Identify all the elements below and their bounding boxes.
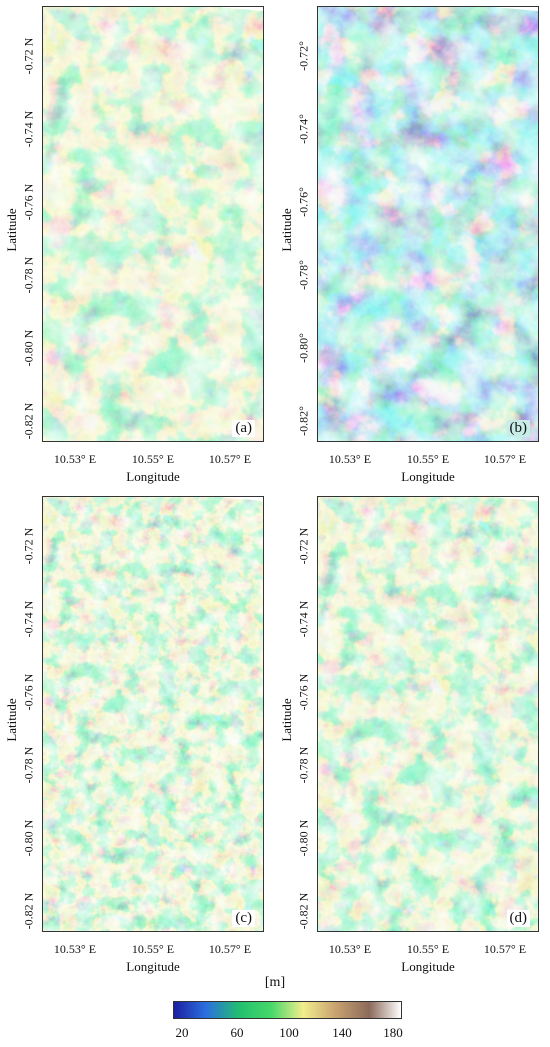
- y-tick-label: -0.72 N: [21, 37, 36, 75]
- y-tick-label: -0.80°: [296, 333, 311, 363]
- colorbar-tick-label: 140: [332, 1025, 352, 1040]
- y-tick-label: -0.80 N: [296, 819, 311, 857]
- panel-c: Latitude -0.72 N -0.74 N -0.76 N -0.78 N…: [0, 490, 275, 980]
- elevation-map-a: (a): [42, 6, 264, 442]
- x-tick-label: 10.55° E: [131, 452, 175, 466]
- x-tick-label: 10.57° E: [208, 452, 252, 466]
- panel-a: Latitude -0.72 N -0.74 N -0.76 N -0.78 N…: [0, 0, 275, 490]
- y-tick-label: -0.76 N: [296, 673, 311, 711]
- colorbar-tick-label: 20: [175, 1025, 189, 1040]
- x-tick-label: 10.57° E: [208, 942, 252, 956]
- y-axis-label: Latitude: [279, 208, 294, 252]
- x-axis-label: Longitude: [401, 469, 455, 484]
- panel-label: (d): [506, 910, 530, 927]
- y-tick-label: -0.78°: [296, 260, 311, 290]
- y-tick-label: -0.74°: [296, 114, 311, 144]
- x-tick-label: 10.55° E: [406, 942, 450, 956]
- y-axis-label: Latitude: [4, 208, 19, 252]
- x-tick-label: 10.53° E: [53, 942, 97, 956]
- x-tick-label: 10.57° E: [483, 452, 527, 466]
- x-tick-label: 10.55° E: [406, 452, 450, 466]
- elevation-map-b: (b): [317, 6, 539, 442]
- y-tick-label: -0.74 N: [21, 600, 36, 638]
- y-tick-label: -0.82 N: [296, 892, 311, 930]
- y-axis-label: Latitude: [4, 698, 19, 742]
- elevation-map-b-image: [318, 7, 538, 441]
- y-tick-label: -0.74 N: [21, 110, 36, 148]
- y-tick-label: -0.80 N: [21, 329, 36, 367]
- colorbar-unit: [m]: [264, 975, 286, 990]
- panel-label: (a): [232, 420, 255, 437]
- x-tick-label: 10.57° E: [483, 942, 527, 956]
- x-axis-label: Longitude: [126, 959, 180, 974]
- panel-label: (b): [506, 420, 530, 437]
- elevation-map-d-image: [318, 497, 538, 931]
- x-tick-label: 10.53° E: [328, 942, 372, 956]
- elevation-map-c-image: [43, 497, 263, 931]
- y-tick-label: -0.82 N: [21, 892, 36, 930]
- panel-b: Latitude -0.72° -0.74° -0.76° -0.78° -0.…: [275, 0, 550, 490]
- y-tick-label: -0.72 N: [21, 527, 36, 565]
- y-tick-label: -0.80 N: [21, 819, 36, 857]
- colorbar: [173, 1001, 402, 1019]
- y-tick-label: -0.76 N: [21, 183, 36, 221]
- y-tick-label: -0.82°: [296, 406, 311, 436]
- panel-label: (c): [232, 910, 255, 927]
- colorbar-tick-label: 180: [383, 1025, 403, 1040]
- y-tick-label: -0.78 N: [21, 256, 36, 294]
- y-tick-label: -0.72°: [296, 41, 311, 71]
- y-tick-label: -0.74 N: [296, 600, 311, 638]
- y-tick-label: -0.72 N: [296, 527, 311, 565]
- x-axis-label: Longitude: [401, 959, 455, 974]
- x-tick-label: 10.53° E: [53, 452, 97, 466]
- elevation-map-a-image: [43, 7, 263, 441]
- y-tick-label: -0.76°: [296, 187, 311, 217]
- x-tick-label: 10.55° E: [131, 942, 175, 956]
- y-axis-label: Latitude: [279, 698, 294, 742]
- x-axis-label: Longitude: [126, 469, 180, 484]
- x-tick-label: 10.53° E: [328, 452, 372, 466]
- colorbar-tick-label: 100: [279, 1025, 299, 1040]
- colorbar-tick-label: 60: [230, 1025, 244, 1040]
- y-tick-label: -0.78 N: [296, 746, 311, 784]
- y-tick-label: -0.78 N: [21, 746, 36, 784]
- y-tick-label: -0.76 N: [21, 673, 36, 711]
- y-tick-label: -0.82 N: [21, 402, 36, 440]
- panel-d: Latitude -0.72 N -0.74 N -0.76 N -0.78 N…: [275, 490, 550, 980]
- elevation-map-c: (c): [42, 496, 264, 932]
- elevation-map-d: (d): [317, 496, 539, 932]
